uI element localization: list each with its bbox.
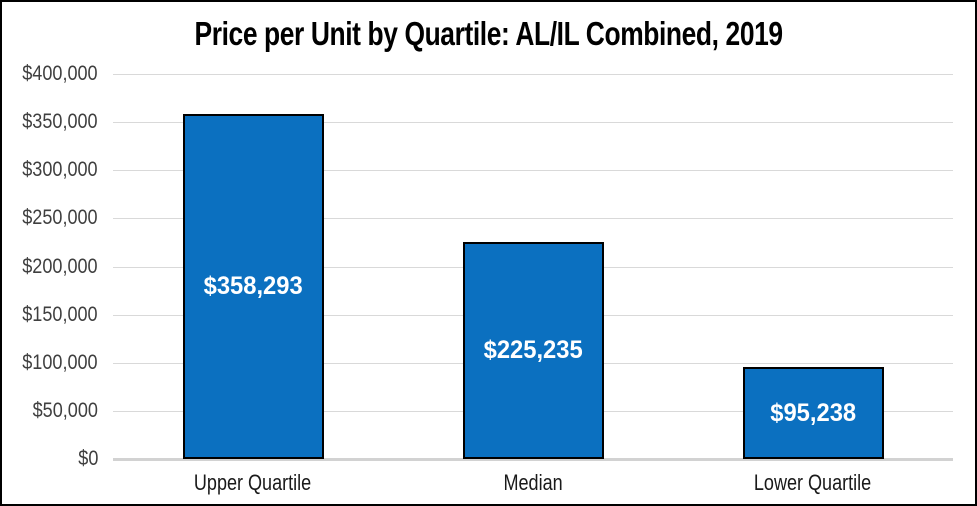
x-axis-category-label: Lower Quartile [754,470,872,495]
bar-upper-quartile: $358,293 [183,114,324,459]
gridline [113,218,953,219]
bar-data-label: $358,293 [203,272,304,300]
x-axis-category-label: Median [503,470,563,495]
y-axis-tick-label: $300,000 [22,158,98,181]
bar-median: $225,235 [463,242,604,459]
x-axis-category-label: Upper Quartile [194,470,312,495]
plot-area: $358,293 $225,235 $95,238 [113,74,953,461]
y-axis-tick-label: $400,000 [22,62,98,85]
chart-title: Price per Unit by Quartile: AL/IL Combin… [2,14,975,54]
bar-data-label: $95,238 [770,398,857,427]
chart-title-text: Price per Unit by Quartile: AL/IL Combin… [194,15,783,52]
y-axis-tick-label: $0 [77,447,98,470]
x-axis-baseline [113,458,953,461]
gridline [113,170,953,171]
y-axis-tick-label: $200,000 [22,255,98,278]
y-axis-tick-label: $50,000 [32,399,98,422]
y-axis-tick-label: $100,000 [22,351,98,374]
bar-data-label: $225,235 [483,336,584,364]
gridline [113,74,953,75]
gridline [113,122,953,123]
y-axis-tick-label: $150,000 [22,303,98,326]
bar-lower-quartile: $95,238 [743,367,884,459]
y-axis-tick-label: $250,000 [22,206,98,229]
y-axis-tick-label: $350,000 [22,110,98,133]
